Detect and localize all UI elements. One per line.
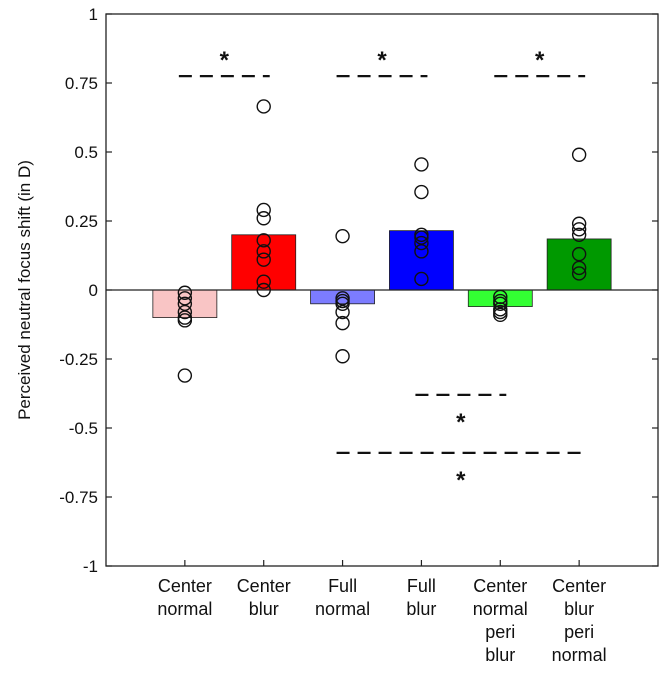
data-point-6-4 [571,227,587,243]
x-tick-label-4-line-1: Full [407,576,436,596]
data-point-2-3 [256,252,271,267]
x-tick-label-6-line-1: Center [552,576,606,596]
y-tick-label-9: -1 [83,557,98,576]
x-tick-label-6-line-3: peri [564,622,594,642]
data-point-4-7 [414,157,429,172]
x-tick-label-1-line-1: Center [158,576,212,596]
data-point-2-2 [256,274,271,289]
data-point-3-2 [335,315,350,331]
y-tick-label-5: 0 [89,281,98,300]
data-point-6-2 [571,260,587,276]
significance-star-5: * [456,467,466,494]
data-point-6-6 [571,216,587,231]
significance-star-4: * [456,409,466,436]
data-point-4-2 [414,244,429,259]
x-tick-label-5-line-4: blur [485,645,515,665]
data-point-6-1 [571,266,587,281]
data-point-6-5 [571,222,587,237]
y-tick-label-7: -0.5 [69,419,98,438]
data-point-5-5 [493,293,508,309]
y-tick-label-1: 1 [89,5,98,24]
data-point-6-3 [571,246,587,262]
x-tick-label-3: Full normal [315,576,370,619]
x-tick-label-2: Center blur [237,576,291,619]
x-tick-label-2-line-1: Center [237,576,291,596]
data-point-2-8 [256,99,271,114]
bar-1 [152,289,218,319]
data-point-1-1 [177,368,193,383]
x-tick-label-5-line-1: Center [473,576,527,596]
x-tick-label-2-line-2: blur [249,599,279,619]
x-tick-label-3-line-2: normal [315,599,370,619]
x-tick-label-6-line-2: blur [564,599,594,619]
data-point-1-3 [177,310,193,325]
data-point-3-6 [335,291,350,306]
x-tick-label-5: Center normal peri blur [473,576,528,665]
y-axis-label: Perceived neutral focus shift (in D) [15,160,34,420]
data-point-4-1 [414,271,429,287]
data-point-4-5 [414,227,429,243]
points-layer [177,99,587,383]
bar-4 [389,230,454,291]
significance-layer: * * * * * [178,47,586,494]
y-tick-label-3: 0.5 [74,143,98,162]
data-point-3-3 [335,304,350,320]
x-tick-label-6: Center blur peri normal [552,576,607,665]
data-point-2-1 [256,282,271,298]
x-tick-label-3-line-1: Full [328,576,357,596]
data-point-6-7 [571,147,587,162]
y-axis: 1 0.75 0.5 0.25 0 -0.25 -0.5 -0.75 -1 [59,5,658,576]
data-point-2-7 [256,202,271,218]
x-tick-label-1: Center normal [157,576,212,619]
data-point-4-6 [414,184,429,200]
x-axis: Center normal Center blur Full normal Full blur… [157,560,607,665]
bars-layer [152,230,612,319]
y-tick-label-6: -0.25 [59,350,98,369]
data-point-5-6 [493,289,508,305]
significance-star-3: * [535,47,545,74]
data-point-1-4 [177,304,193,320]
data-point-3-1 [335,349,350,364]
data-point-4-3 [414,235,429,251]
data-point-2-6 [256,211,271,226]
data-point-1-7 [177,285,193,300]
x-tick-label-4: Full blur [406,576,436,619]
y-tick-label-2: 0.75 [65,74,98,93]
significance-star-2: * [377,47,387,74]
x-tick-label-5-line-2: normal [473,599,528,619]
x-tick-label-4-line-2: blur [406,599,436,619]
y-tick-label-4: 0.25 [65,212,98,231]
y-tick-label-8: -0.75 [59,488,98,507]
data-point-2-5 [256,233,271,248]
bar-6 [546,238,612,291]
data-point-1-5 [177,296,193,311]
data-point-2-4 [256,244,271,259]
x-tick-label-5-line-3: peri [485,622,515,642]
significance-star-1: * [220,47,230,74]
data-point-3-7 [335,228,350,244]
bar-2 [231,234,297,291]
x-tick-label-6-line-4: normal [552,645,607,665]
x-tick-label-1-line-2: normal [157,599,212,619]
data-point-1-6 [177,291,193,306]
